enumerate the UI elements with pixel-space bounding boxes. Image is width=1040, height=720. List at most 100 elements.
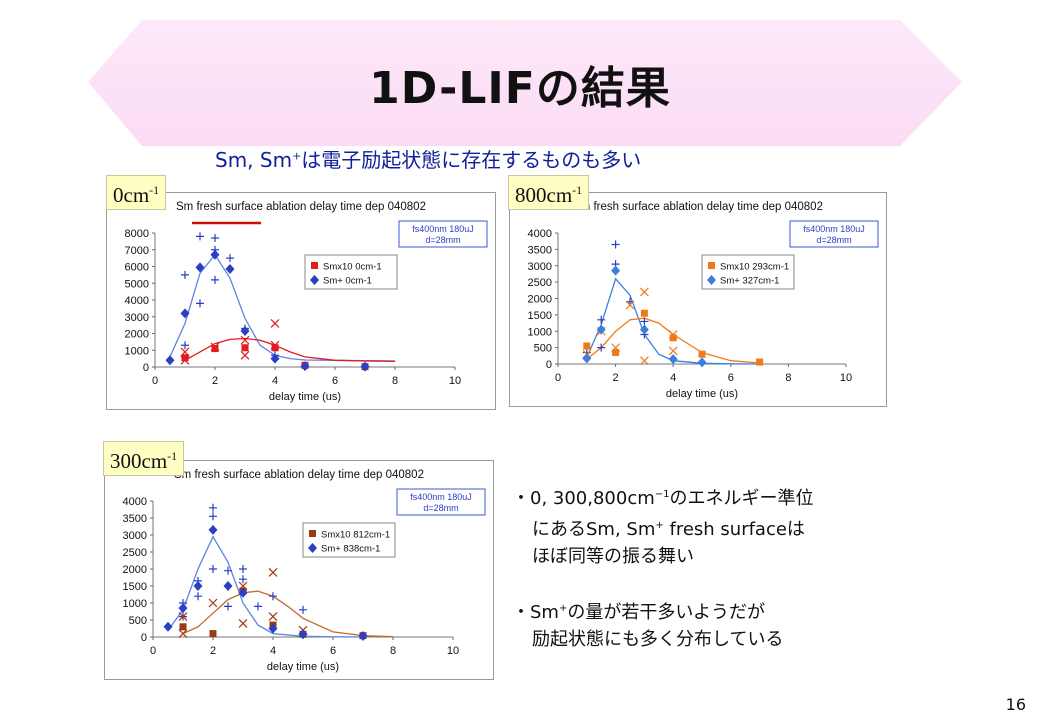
plus-point	[224, 602, 232, 611]
legend-swatch	[310, 275, 319, 285]
x-point	[270, 319, 280, 328]
x-point	[668, 346, 678, 356]
x-tick-label: 0	[555, 372, 561, 384]
x-tick-label: 0	[152, 375, 158, 387]
plus-point	[211, 275, 219, 284]
y-tick-label: 3500	[123, 513, 147, 525]
y-tick-label: 5000	[125, 278, 149, 290]
y-tick-label: 2000	[125, 329, 149, 341]
series-point	[300, 361, 310, 372]
x-axis-label: delay time (us)	[269, 391, 341, 403]
x-point	[178, 629, 188, 639]
y-tick-label: 500	[129, 615, 147, 627]
plus-point	[269, 592, 277, 601]
x-tick-label: 4	[272, 375, 278, 387]
y-tick-label: 0	[546, 359, 552, 371]
series-point	[181, 354, 189, 362]
y-tick-label: 1000	[125, 345, 149, 357]
annotation-line: fs400nm 180uJ	[412, 224, 474, 234]
series-point	[270, 353, 280, 364]
y-tick-label: 0	[141, 632, 147, 644]
y-tick-label: 3500	[528, 244, 552, 256]
chart-title: Sm fresh surface ablation delay time dep…	[573, 201, 823, 213]
y-tick-label: 1500	[528, 310, 552, 322]
bullet-2: ・Sm+の量が若干多いようだが 励起状態にも多く分布している	[512, 602, 784, 650]
page-title: 1D-LIFの結果	[369, 63, 671, 114]
y-tick-label: 1000	[528, 326, 552, 338]
chip-300cm: 300cm-1	[103, 441, 185, 476]
bullet-1: ・0, 300,800cm−1のエネルギー準位 にあるSm, Sm+ fresh…	[512, 488, 814, 567]
legend-label: Smx10 0cm-1	[323, 262, 382, 273]
chart-300cm: Sm fresh surface ablation delay time dep…	[104, 460, 494, 680]
series-point	[668, 354, 678, 365]
series-point	[583, 342, 591, 350]
legend-box	[304, 254, 398, 290]
annotation-line: d=28mm	[816, 235, 851, 245]
plus-point	[239, 575, 247, 584]
series-point	[163, 621, 173, 632]
series-point	[240, 325, 250, 336]
series-point	[165, 355, 175, 366]
series-point	[211, 345, 219, 353]
plus-point	[181, 341, 189, 350]
x-point	[639, 287, 649, 297]
plus-point	[181, 270, 189, 279]
x-point	[240, 335, 250, 345]
series-point	[193, 581, 203, 591]
fit-curve-0	[586, 277, 760, 365]
series-point	[612, 349, 620, 357]
legend-label: Smx10 812cm-1	[321, 530, 390, 541]
plus-point	[597, 315, 606, 324]
series-point	[298, 629, 308, 640]
plus-point	[196, 299, 204, 308]
legend-label: Sm+ 0cm-1	[323, 276, 372, 287]
annotation-line: d=28mm	[423, 503, 458, 513]
plus-point	[209, 503, 217, 512]
annotation-line: fs400nm 180uJ	[410, 492, 472, 502]
x-tick-label: 4	[670, 372, 676, 384]
legend-swatch	[309, 530, 316, 537]
plus-point	[211, 234, 219, 243]
x-tick-label: 8	[390, 645, 396, 657]
legend-swatch	[707, 275, 716, 285]
plus-point	[611, 240, 620, 249]
chart-title: Sm fresh surface ablation delay time dep…	[176, 201, 426, 213]
chart-svg: Sm fresh surface ablation delay time dep…	[125, 201, 488, 403]
chip-800cm: 800cm-1	[508, 175, 590, 210]
series-point	[697, 357, 707, 368]
series-point	[241, 344, 249, 352]
legend-swatch	[311, 262, 318, 269]
chart-svg: Sm fresh surface ablation delay time dep…	[528, 201, 879, 400]
x-tick-label: 0	[150, 645, 156, 657]
plus-point	[224, 566, 232, 575]
series-point	[360, 361, 370, 372]
fit-curve-0	[167, 535, 364, 638]
series-point	[238, 587, 248, 598]
series-point	[669, 334, 677, 342]
plus-point	[209, 565, 217, 573]
x-point	[238, 618, 248, 628]
y-tick-label: 2500	[123, 547, 147, 559]
subtitle: Sm, Sm+は電子励起状態に存在するものも多い	[215, 148, 642, 172]
x-tick-label: 2	[212, 375, 218, 387]
x-axis-label: delay time (us)	[267, 661, 339, 673]
fit-curve-1	[182, 590, 394, 638]
legend-swatch	[708, 262, 715, 269]
series-point	[596, 324, 606, 335]
chart-title: Sm fresh surface ablation delay time dep…	[174, 469, 424, 481]
series-point	[582, 353, 592, 364]
plus-point	[597, 343, 606, 352]
series-point	[178, 603, 188, 614]
series-point	[271, 344, 279, 352]
plus-point	[299, 605, 307, 614]
series-point	[223, 581, 233, 591]
series-point	[179, 623, 187, 631]
annotation-line: d=28mm	[425, 235, 460, 245]
x-tick-label: 4	[270, 645, 276, 657]
legend-box	[701, 254, 795, 290]
x-tick-label: 10	[449, 375, 461, 387]
x-tick-label: 8	[785, 372, 791, 384]
x-tick-label: 6	[728, 372, 734, 384]
fit-curve-1	[586, 317, 760, 364]
chart-800cm: Sm fresh surface ablation delay time dep…	[509, 192, 887, 407]
